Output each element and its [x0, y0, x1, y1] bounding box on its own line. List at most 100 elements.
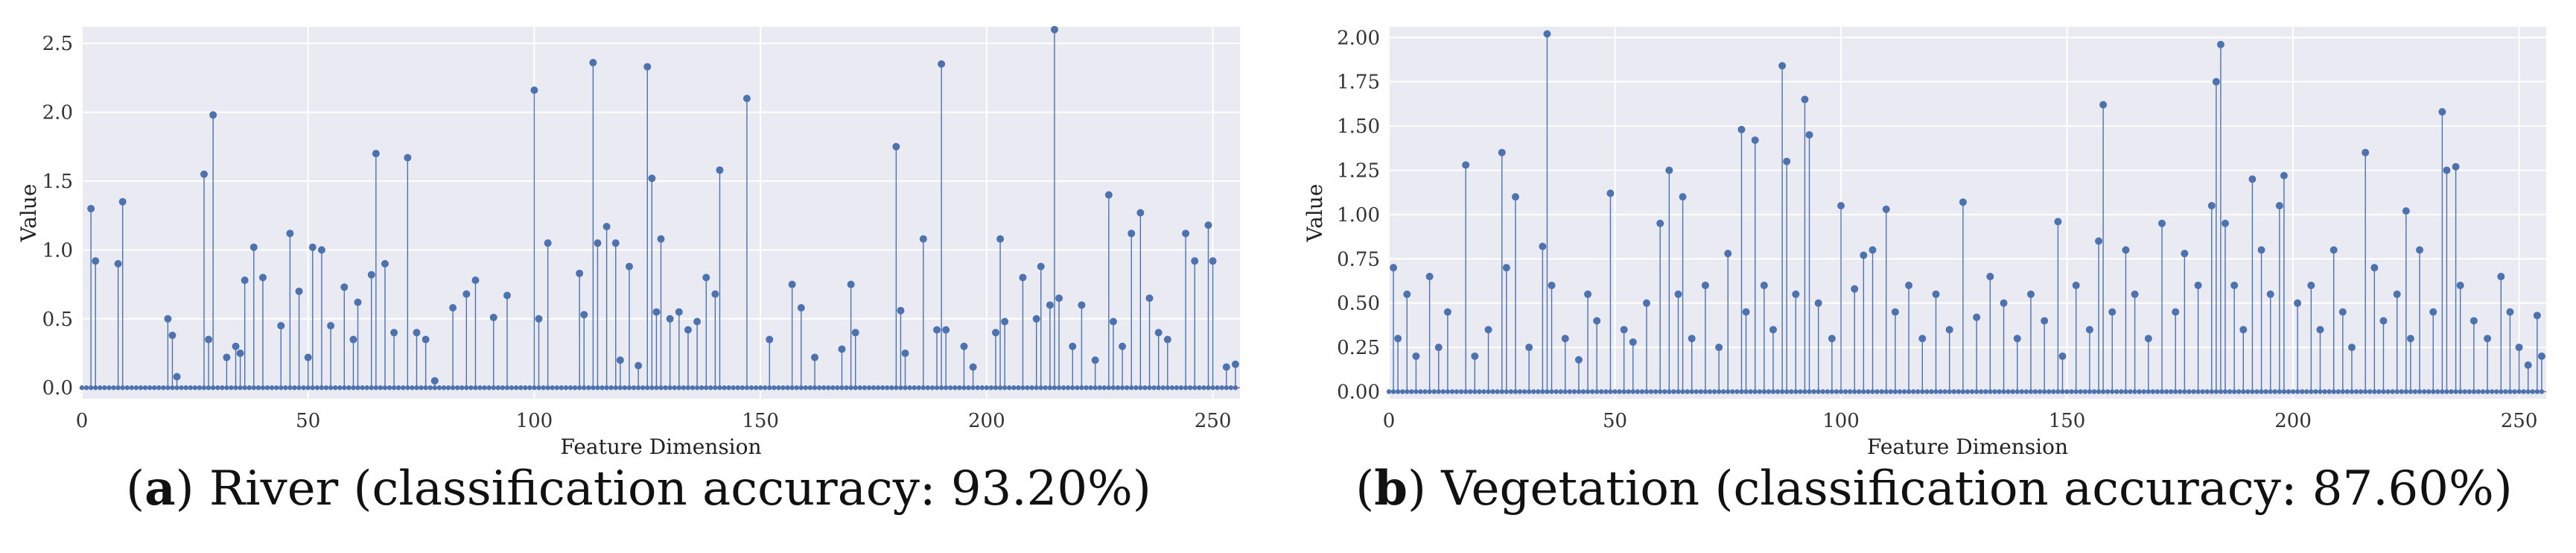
- zero-marker: [1065, 385, 1071, 391]
- stem-marker: [1394, 335, 1402, 343]
- zero-marker: [1648, 389, 1654, 394]
- chart-river: 0 50 100 150 200 250 0.0 0.5 1.0 1.5 2.0 2.5 Feature…: [16, 25, 1240, 455]
- zero-marker: [1626, 389, 1631, 394]
- zero-marker: [1422, 389, 1428, 394]
- stem-marker: [1209, 257, 1217, 265]
- zero-marker: [138, 385, 144, 391]
- zero-marker: [912, 385, 917, 391]
- zero-marker: [1201, 385, 1206, 391]
- zero-marker: [1536, 389, 1541, 394]
- zero-marker: [292, 385, 297, 391]
- zero-marker: [2412, 389, 2418, 394]
- zero-marker: [395, 385, 401, 391]
- zero-marker: [1521, 389, 1527, 394]
- stem-marker: [2194, 281, 2202, 289]
- zero-marker: [2141, 389, 2146, 394]
- y-tick-label: 0.0: [42, 377, 73, 399]
- y-tick-label: 0.00: [1337, 381, 1380, 403]
- zero-marker: [844, 385, 849, 391]
- zero-marker: [1789, 389, 1794, 394]
- stem-marker: [2537, 352, 2545, 360]
- zero-marker: [1983, 389, 1988, 394]
- stem-marker: [277, 322, 285, 330]
- zero-marker: [2475, 389, 2481, 394]
- y-tick-label: 1.25: [1337, 159, 1380, 182]
- zero-marker: [2245, 389, 2251, 394]
- stem-marker: [1498, 148, 1506, 157]
- zero-marker: [500, 385, 506, 391]
- zero-marker: [1567, 389, 1573, 394]
- zero-marker: [862, 385, 868, 391]
- zero-marker: [1508, 389, 1514, 394]
- stem-marker: [788, 280, 796, 288]
- zero-marker: [2114, 389, 2119, 394]
- zero-marker: [988, 385, 994, 391]
- zero-marker: [541, 385, 546, 391]
- zero-marker: [486, 385, 492, 391]
- stem-marker: [1462, 161, 1470, 169]
- stem-marker: [2470, 317, 2478, 325]
- stem-marker: [1525, 344, 1533, 352]
- zero-marker: [2178, 389, 2183, 394]
- stem-marker: [205, 335, 213, 344]
- zero-marker: [2200, 389, 2205, 394]
- stem-marker: [173, 373, 181, 381]
- stem-marker: [1574, 356, 1583, 364]
- stem-marker: [1182, 230, 1190, 238]
- stem-marker: [2122, 246, 2130, 254]
- stem-marker: [1715, 344, 1723, 352]
- stem-marker: [1078, 301, 1086, 309]
- stem-marker: [1945, 326, 1953, 334]
- zero-marker: [314, 385, 320, 391]
- zero-marker: [1174, 385, 1180, 391]
- stem-marker: [327, 322, 335, 330]
- zero-marker: [161, 385, 166, 391]
- stem-marker: [2054, 218, 2062, 226]
- zero-marker: [2191, 389, 2196, 394]
- stem-marker: [241, 276, 249, 285]
- stem-marker: [1561, 335, 1569, 343]
- zero-marker: [1834, 389, 1839, 394]
- stem-marker: [1801, 95, 1809, 104]
- stem-marker: [249, 243, 258, 251]
- stem-marker: [1932, 290, 1940, 298]
- zero-marker: [2286, 389, 2292, 394]
- stem-marker: [430, 376, 439, 385]
- zero-marker: [1685, 389, 1690, 394]
- y-tick-label: 1.50: [1337, 116, 1380, 138]
- stem-marker: [349, 335, 357, 344]
- stem-marker: [602, 222, 611, 230]
- stem-marker: [1751, 136, 1759, 145]
- zero-marker: [2489, 389, 2495, 394]
- zero-marker: [2344, 389, 2350, 394]
- zero-marker: [1228, 385, 1234, 391]
- stem-marker: [1434, 344, 1443, 352]
- zero-marker: [364, 385, 369, 391]
- stem-marker: [449, 304, 457, 312]
- zero-marker: [1874, 389, 1880, 394]
- zero-marker: [1857, 389, 1862, 394]
- zero-marker: [2019, 389, 2025, 394]
- stem-marker: [711, 290, 719, 298]
- stem-marker: [1154, 329, 1163, 337]
- zero-marker: [1558, 389, 1563, 394]
- stem-marker: [1814, 299, 1822, 307]
- stem-marker: [1222, 363, 1230, 371]
- stem-marker: [666, 315, 674, 323]
- zero-marker: [907, 385, 912, 391]
- zero-marker: [2367, 389, 2373, 394]
- zero-marker: [387, 385, 392, 391]
- zero-marker: [1007, 385, 1012, 391]
- x-tick-label: 100: [1822, 410, 1860, 432]
- zero-marker: [1617, 389, 1622, 394]
- zero-marker: [1481, 389, 1486, 394]
- stem-marker: [1783, 157, 1791, 165]
- stem-marker: [1511, 193, 1519, 201]
- stem-marker: [2095, 237, 2103, 245]
- zero-marker: [2078, 389, 2083, 394]
- stem-marker: [530, 86, 538, 95]
- stem-marker: [1665, 166, 1673, 174]
- stem-marker: [2280, 171, 2288, 180]
- stem-marker: [1674, 290, 1682, 298]
- stem-marker: [535, 315, 543, 323]
